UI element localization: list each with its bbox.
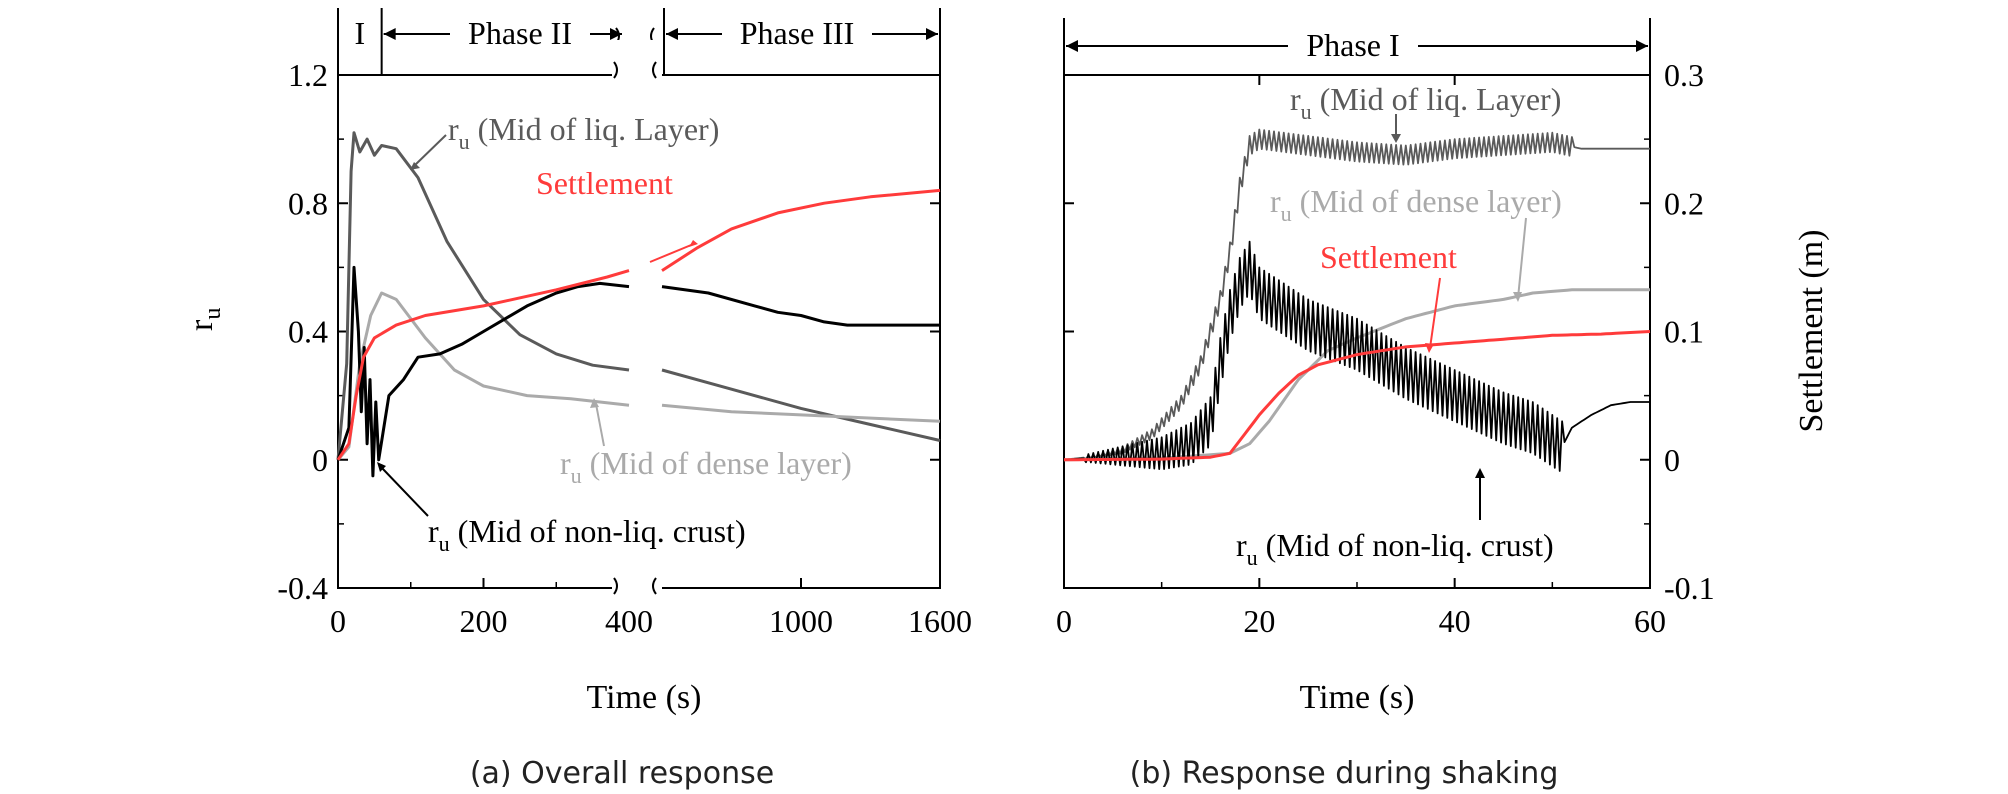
- axis-break-mark-bottom: [613, 577, 657, 595]
- a-phase-label-ii: Phase II: [468, 15, 572, 51]
- panel-b-chart: 0 20 40 60-0.1 0 0.1 0.2 0.3 Phase I Settlement…: [1056, 18, 1830, 716]
- annotation-dense-layer-a: ru (Mid of dense layer): [560, 445, 852, 488]
- annotation-crust-arrowhead-b: [1475, 468, 1485, 478]
- b-xtick-label: 40: [1439, 603, 1471, 639]
- panel-b-xlabel: Time (s): [1300, 679, 1415, 716]
- a-phase-label-i: I: [354, 15, 365, 51]
- panel-b-ticks: 0 20 40 60-0.1 0 0.1 0.2 0.3: [1056, 57, 1715, 639]
- a-series-settlement-seg2: [661, 188, 941, 272]
- a-xtick-label: 1000: [769, 603, 833, 639]
- a-phase-iii-arrow-head-left: [666, 28, 678, 40]
- b-series-crust: [1063, 240, 1650, 472]
- a-ytick-label: 1.2: [288, 57, 328, 93]
- a-phase-ii-arrow-head-left: [383, 28, 396, 40]
- annotation-settlement-b: Settlement: [1320, 239, 1457, 275]
- b-phase-label-i: Phase I: [1306, 27, 1399, 63]
- annotation-liq-layer-b: ru (Mid of liq. Layer): [1290, 81, 1561, 124]
- annotation-dense-arrowhead-a: [590, 398, 599, 408]
- panel-a-xlabel: Time (s): [587, 679, 702, 716]
- b-xtick-label: 20: [1243, 603, 1275, 639]
- a-series-settlement-seg1: [336, 269, 630, 461]
- panel-b-series: [1063, 128, 1651, 472]
- annotation-crust-arrowhead-a: [377, 462, 386, 472]
- annotation-liq-arrowhead-a: [410, 162, 420, 170]
- panel-a-ylabel: ru: [183, 308, 226, 331]
- b-series-settlement: [1063, 330, 1651, 462]
- annotation-crust-b: ru (Mid of non-liq. crust): [1236, 527, 1554, 570]
- annotation-dense-layer-b: ru (Mid of dense layer): [1270, 183, 1562, 226]
- annotation-dense-arrow-a: [595, 403, 605, 447]
- annotation-crust-arrow-a: [381, 467, 429, 517]
- annotation-settlement-arrowhead-a: [689, 240, 698, 247]
- a-series-dense-seg2: [661, 403, 941, 423]
- a-ytick-label: -0.4: [277, 570, 328, 606]
- caption-b: (b) Response during shaking: [1129, 756, 1559, 791]
- annotation-dense-arrow-b: [1517, 217, 1527, 299]
- a-ytick-label: 0.8: [288, 185, 328, 221]
- annotation-settlement-arrow-b: [1429, 277, 1441, 349]
- axis-break-mark-top: [613, 61, 657, 79]
- a-phase-iii-bg: [722, 14, 872, 54]
- annotation-settlement-arrowhead-b: [1425, 343, 1434, 353]
- a-phase-ii-arrow-head-right: [610, 28, 622, 40]
- b-phase-i-arrow-head-right: [1636, 40, 1648, 52]
- b-ytick-label: 0.2: [1664, 185, 1704, 221]
- a-series-crust-seg1: [336, 265, 630, 478]
- a-ytick-label: 0: [312, 442, 328, 478]
- annotation-dense-arrowhead-b: [1513, 292, 1522, 302]
- b-xtick-label: 60: [1634, 603, 1666, 639]
- a-series-liq-seg1: [336, 131, 630, 460]
- annotation-settlement-arrow-a: [649, 242, 697, 263]
- a-xtick-label: 400: [605, 603, 653, 639]
- b-ytick-label: 0: [1664, 442, 1680, 478]
- a-phase-iii-arrow-head-right: [926, 28, 938, 40]
- annotation-liq-arrow-a: [413, 134, 447, 167]
- b-ytick-label: 0.1: [1664, 314, 1704, 350]
- a-ytick-label: 0.4: [288, 314, 328, 350]
- b-xtick-label: 0: [1056, 603, 1072, 639]
- annotation-settlement-a: Settlement: [536, 165, 673, 201]
- a-phase-label-iii: Phase III: [740, 15, 855, 51]
- annotation-crust-a: ru (Mid of non-liq. crust): [428, 513, 746, 556]
- a-series-crust-seg2: [661, 285, 940, 327]
- panel-b-phases: Phase I: [1066, 26, 1648, 66]
- a-xtick-label: 0: [330, 603, 346, 639]
- caption-a: (a) Overall response: [469, 756, 775, 791]
- a-phase-ii-bg: [450, 14, 590, 54]
- a-xtick-label: 200: [460, 603, 508, 639]
- annotation-liq-arrowhead-b: [1391, 134, 1401, 143]
- a-series-liq-seg2: [661, 368, 941, 442]
- panel-a-ticks: -0.400.40.81.20 200 400 1000 1600: [277, 57, 972, 639]
- panel-b-annotations: ru (Mid of liq. Layer) ru (Mid of dense …: [1236, 81, 1562, 570]
- panel-a-series: [336, 131, 941, 478]
- panel-a-phases: I Phase II Phase III: [354, 8, 938, 75]
- b-ytick-label: -0.1: [1664, 570, 1715, 606]
- panel-a-chart: -0.400.40.81.20 200 400 1000 1600 I Phase II P…: [183, 8, 972, 716]
- b-phase-i-bg: [1288, 26, 1418, 66]
- b-ytick-label: 0.3: [1664, 57, 1704, 93]
- panel-a-annotations: ru (Mid of liq. Layer) Settlement ru (Mi…: [377, 111, 852, 556]
- panel-b-ylabel-right: Settlement (m): [1793, 229, 1830, 432]
- b-phase-i-arrow-head-left: [1066, 40, 1078, 52]
- panel-a-axis-break: [612, 40, 662, 605]
- annotation-liq-layer-a: ru (Mid of liq. Layer): [448, 111, 719, 154]
- a-xtick-label: 1600: [908, 603, 972, 639]
- b-series-liq: [1063, 128, 1650, 461]
